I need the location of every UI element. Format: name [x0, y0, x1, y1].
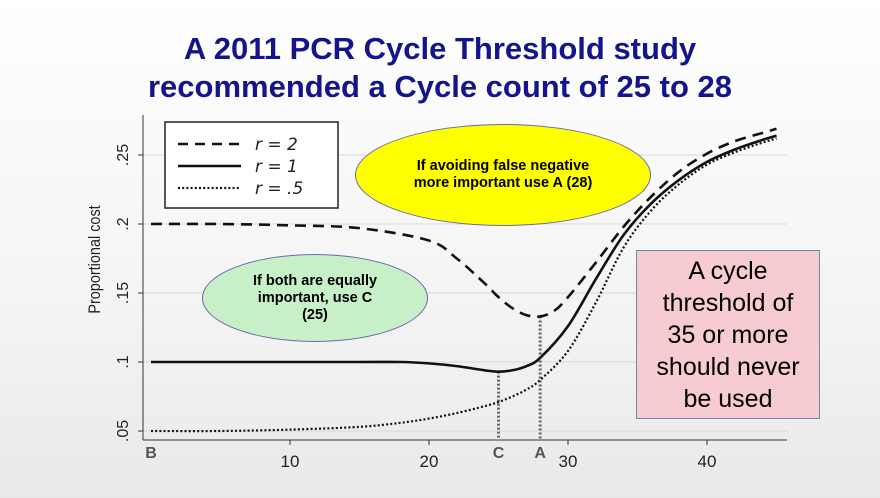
- y-tick-label-2: .15: [115, 282, 132, 304]
- legend-label-1: r = 1: [255, 157, 298, 177]
- series-line-1: [150, 134, 777, 373]
- y-axis-label: Proportional cost: [86, 205, 104, 314]
- slide-title: A 2011 PCR Cycle Threshold study recomme…: [0, 30, 880, 106]
- series-line-2: [150, 137, 777, 433]
- marker-label-c: C: [493, 445, 505, 462]
- y-tick-label-1: .1: [115, 355, 132, 368]
- callout-threshold-warning: A cycle threshold of 35 or more should n…: [636, 250, 820, 419]
- series-line-0: [150, 127, 777, 319]
- callout-warning-text: A cycle threshold of 35 or more should n…: [656, 256, 800, 413]
- legend-label-2: r = .5: [255, 179, 303, 199]
- y-tick-label-0: .05: [115, 420, 132, 442]
- marker-label-b: B: [145, 445, 157, 462]
- x-tick-label-1: 20: [420, 452, 439, 471]
- x-tick-label-0: 10: [281, 452, 300, 471]
- title-line-1: A 2011 PCR Cycle Threshold study: [183, 31, 697, 66]
- title-line-2: recommended a Cycle count of 25 to 28: [147, 69, 732, 104]
- callout-avoid-false-negative: If avoiding false negative more importan…: [355, 124, 651, 226]
- legend-label-0: r = 2: [255, 135, 298, 155]
- y-tick-label-3: .2: [115, 217, 132, 230]
- callout-equally-important: If both are equally important, use C (25…: [202, 254, 428, 342]
- callout-yellow-text: If avoiding false negative more importan…: [413, 158, 593, 191]
- marker-label-a: A: [534, 445, 546, 462]
- x-tick-label-3: 40: [698, 452, 717, 471]
- x-tick-label-2: 30: [559, 452, 578, 471]
- callout-green-text: If both are equally important, use C (25…: [252, 272, 378, 323]
- y-tick-label-4: .25: [115, 144, 132, 166]
